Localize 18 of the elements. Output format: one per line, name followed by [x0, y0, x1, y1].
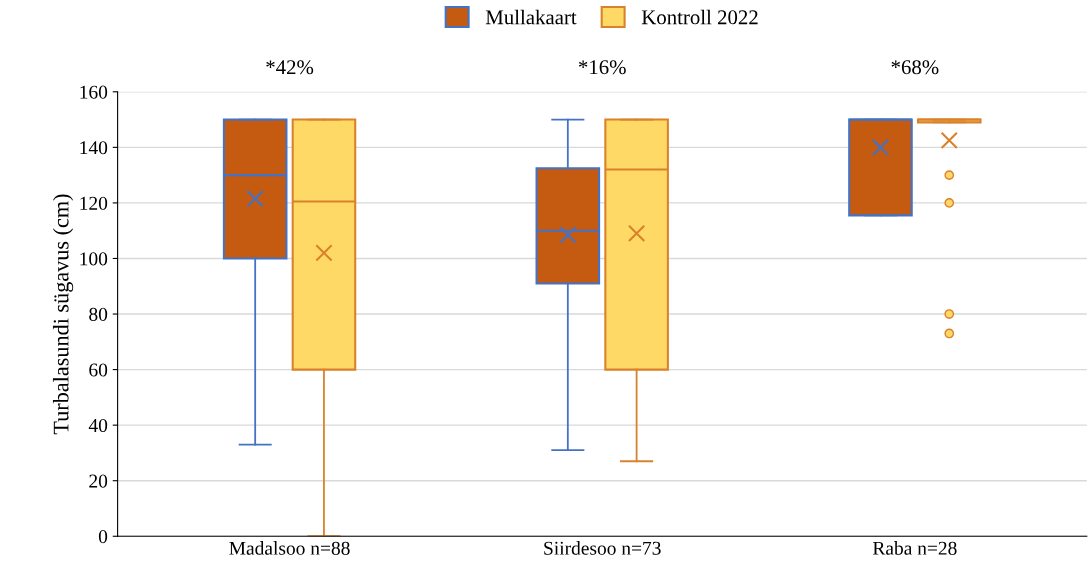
y-tick-label: 20: [89, 474, 108, 488]
y-tick-label: 80: [89, 307, 108, 321]
text: *68%: [891, 60, 939, 75]
y-tick-label: 40: [88, 418, 108, 433]
x-tick-label: Madalsoo n=88: [229, 541, 350, 555]
text: *16%: [578, 60, 626, 75]
y-axis-title: Turbalasundi sügavus (cm): [52, 194, 74, 435]
legend-label: Mullakaart: [485, 9, 577, 25]
x-tick-label: Siirdesoo n=73: [544, 541, 661, 555]
legend-label: Kontroll 2022: [641, 9, 758, 25]
y-tick-label: 140: [80, 141, 108, 155]
y-tick-label: 0: [98, 530, 108, 544]
y-tick-label: 60: [89, 363, 108, 377]
y-tick-label: 120: [80, 196, 108, 210]
x-tick-label: Raba n=28: [872, 541, 957, 555]
text: *42%: [266, 60, 314, 75]
y-tick-label: 100: [80, 252, 108, 266]
y-tick-label: 160: [80, 85, 108, 99]
